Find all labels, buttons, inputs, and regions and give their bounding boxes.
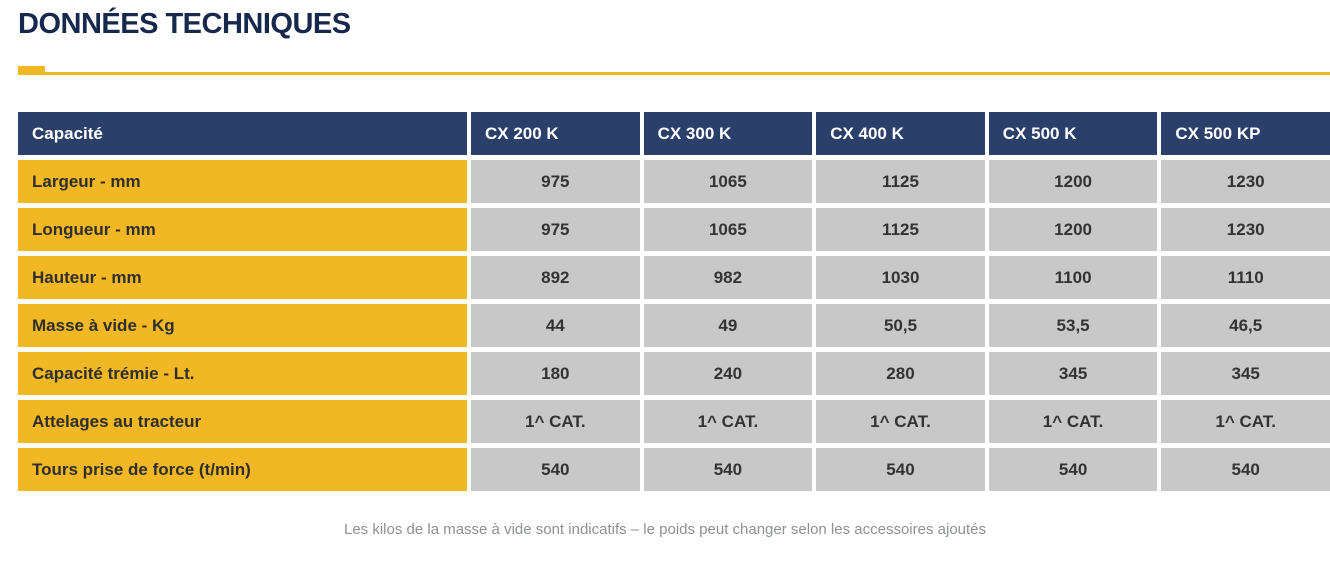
divider-line [18, 72, 1330, 75]
data-cell: 345 [988, 352, 1158, 395]
data-cell: 1^ CAT. [1161, 400, 1330, 443]
row-label: Capacité trémie - Lt. [18, 352, 467, 395]
data-cell: 540 [988, 448, 1158, 491]
data-cell: 1^ CAT. [816, 400, 985, 443]
data-cell: 1100 [988, 256, 1158, 299]
data-cell: 1030 [816, 256, 985, 299]
data-cell: 540 [1161, 448, 1330, 491]
data-cell: 240 [643, 352, 813, 395]
data-cell: 1230 [1161, 160, 1330, 203]
column-header: CX 300 K [643, 112, 813, 155]
column-header: CX 500 K [988, 112, 1158, 155]
data-cell: 1065 [643, 160, 813, 203]
data-cell: 1065 [643, 208, 813, 251]
row-label: Hauteur - mm [18, 256, 467, 299]
data-cell: 540 [471, 448, 640, 491]
row-label: Masse à vide - Kg [18, 304, 467, 347]
row-label: Longueur - mm [18, 208, 467, 251]
data-cell: 53,5 [988, 304, 1158, 347]
data-cell: 1^ CAT. [988, 400, 1158, 443]
data-cell: 982 [643, 256, 813, 299]
divider-accent-block [18, 66, 45, 75]
technical-data-section: DONNÉES TECHNIQUES Capacité CX 200 K CX 30… [0, 8, 1330, 572]
data-cell: 1200 [988, 208, 1158, 251]
column-header: CX 500 KP [1161, 112, 1330, 155]
column-header: CX 400 K [816, 112, 985, 155]
data-cell: 1125 [816, 208, 985, 251]
data-cell: 180 [471, 352, 640, 395]
data-cell: 1230 [1161, 208, 1330, 251]
spec-table: Capacité CX 200 K CX 300 K CX 400 K CX 500 K… [18, 112, 1330, 491]
data-cell: 280 [816, 352, 985, 395]
data-cell: 46,5 [1161, 304, 1330, 347]
data-cell: 892 [471, 256, 640, 299]
accent-divider [18, 66, 1330, 75]
data-cell: 975 [471, 208, 640, 251]
page-title: DONNÉES TECHNIQUES [18, 8, 351, 40]
data-cell: 345 [1161, 352, 1330, 395]
data-cell: 540 [643, 448, 813, 491]
data-cell: 975 [471, 160, 640, 203]
footnote: Les kilos de la masse à vide sont indica… [343, 521, 987, 538]
data-cell: 1^ CAT. [471, 400, 640, 443]
column-header: CX 200 K [471, 112, 640, 155]
row-label: Tours prise de force (t/min) [18, 448, 467, 491]
row-label: Attelages au tracteur [18, 400, 467, 443]
row-label: Largeur - mm [18, 160, 467, 203]
header-capacite: Capacité [18, 112, 467, 155]
data-cell: 49 [643, 304, 813, 347]
data-cell: 1125 [816, 160, 985, 203]
data-cell: 1200 [988, 160, 1158, 203]
data-cell: 50,5 [816, 304, 985, 347]
data-cell: 44 [471, 304, 640, 347]
data-cell: 540 [816, 448, 985, 491]
data-cell: 1^ CAT. [643, 400, 813, 443]
data-cell: 1110 [1161, 256, 1330, 299]
